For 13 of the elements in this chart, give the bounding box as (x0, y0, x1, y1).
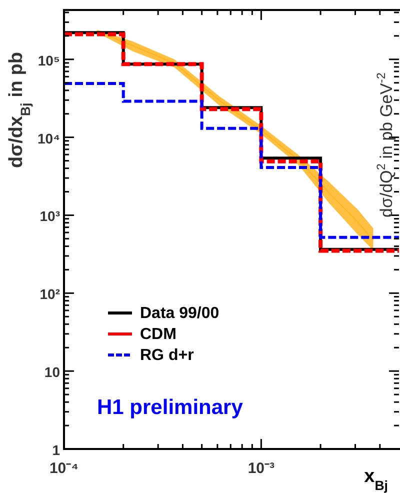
y-tick-label: 10⁴ (38, 130, 60, 146)
x-tick-label: 10⁻³ (248, 460, 275, 477)
legend-label: Data 99/00 (140, 305, 220, 322)
y-tick-label: 10 (44, 364, 60, 380)
y-tick-label: 1 (52, 442, 60, 458)
legend-label: RG d+r (140, 347, 194, 364)
annotation: H1 preliminary (97, 396, 244, 419)
x-tick-label: 10⁻⁴ (49, 460, 79, 477)
y-tick-label: 10³ (40, 208, 60, 224)
x-axis-title: x$_{Bj}$ (364, 466, 388, 492)
y-tick-label: 10⁵ (38, 52, 60, 68)
y-tick-label: 10² (40, 286, 60, 302)
legend-label: CDM (140, 326, 176, 343)
